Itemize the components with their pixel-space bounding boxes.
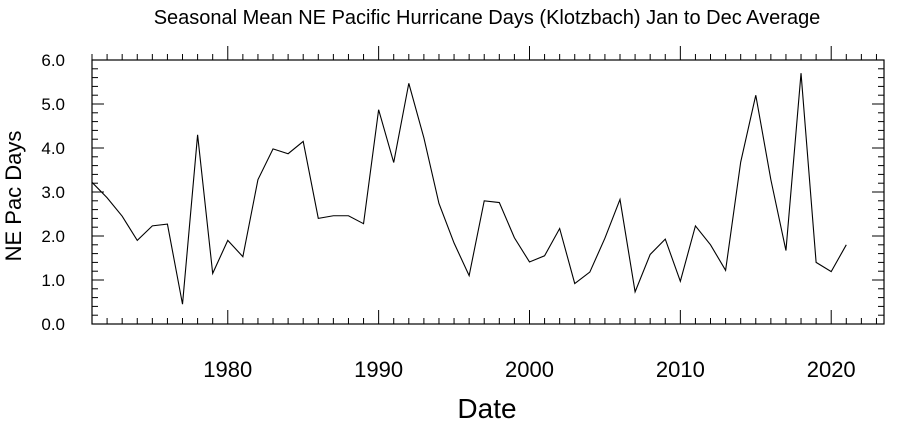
y-tick-label: 5.0 [41,95,65,114]
y-axis-tick-labels: 0.0 1.0 2.0 3.0 4.0 5.0 6.0 [41,51,65,334]
y-tick-label: 6.0 [41,51,65,70]
y-tick-label: 4.0 [41,139,65,158]
x-axis-label: Date [457,393,516,424]
chart-title: Seasonal Mean NE Pacific Hurricane Days … [154,7,821,29]
x-tick-label: 2010 [656,357,705,382]
x-tick-label: 2000 [505,357,554,382]
plot-border [91,59,885,325]
y-axis-ticks [92,59,884,325]
series-layer [91,73,847,305]
x-tick-label: 1990 [354,357,403,382]
y-tick-label: 3.0 [41,183,65,202]
x-tick-label: 2020 [807,357,856,382]
y-tick-label: 2.0 [41,227,65,246]
y-tick-label: 0.0 [41,315,65,334]
x-axis-ticks [91,46,877,324]
y-tick-label: 1.0 [41,271,65,290]
x-axis-tick-labels: 1980 1990 2000 2010 2020 [203,357,855,382]
series-line [91,73,847,305]
y-axis-label: NE Pac Days [1,131,26,262]
x-tick-label: 1980 [203,357,252,382]
plot-frame [91,59,885,325]
